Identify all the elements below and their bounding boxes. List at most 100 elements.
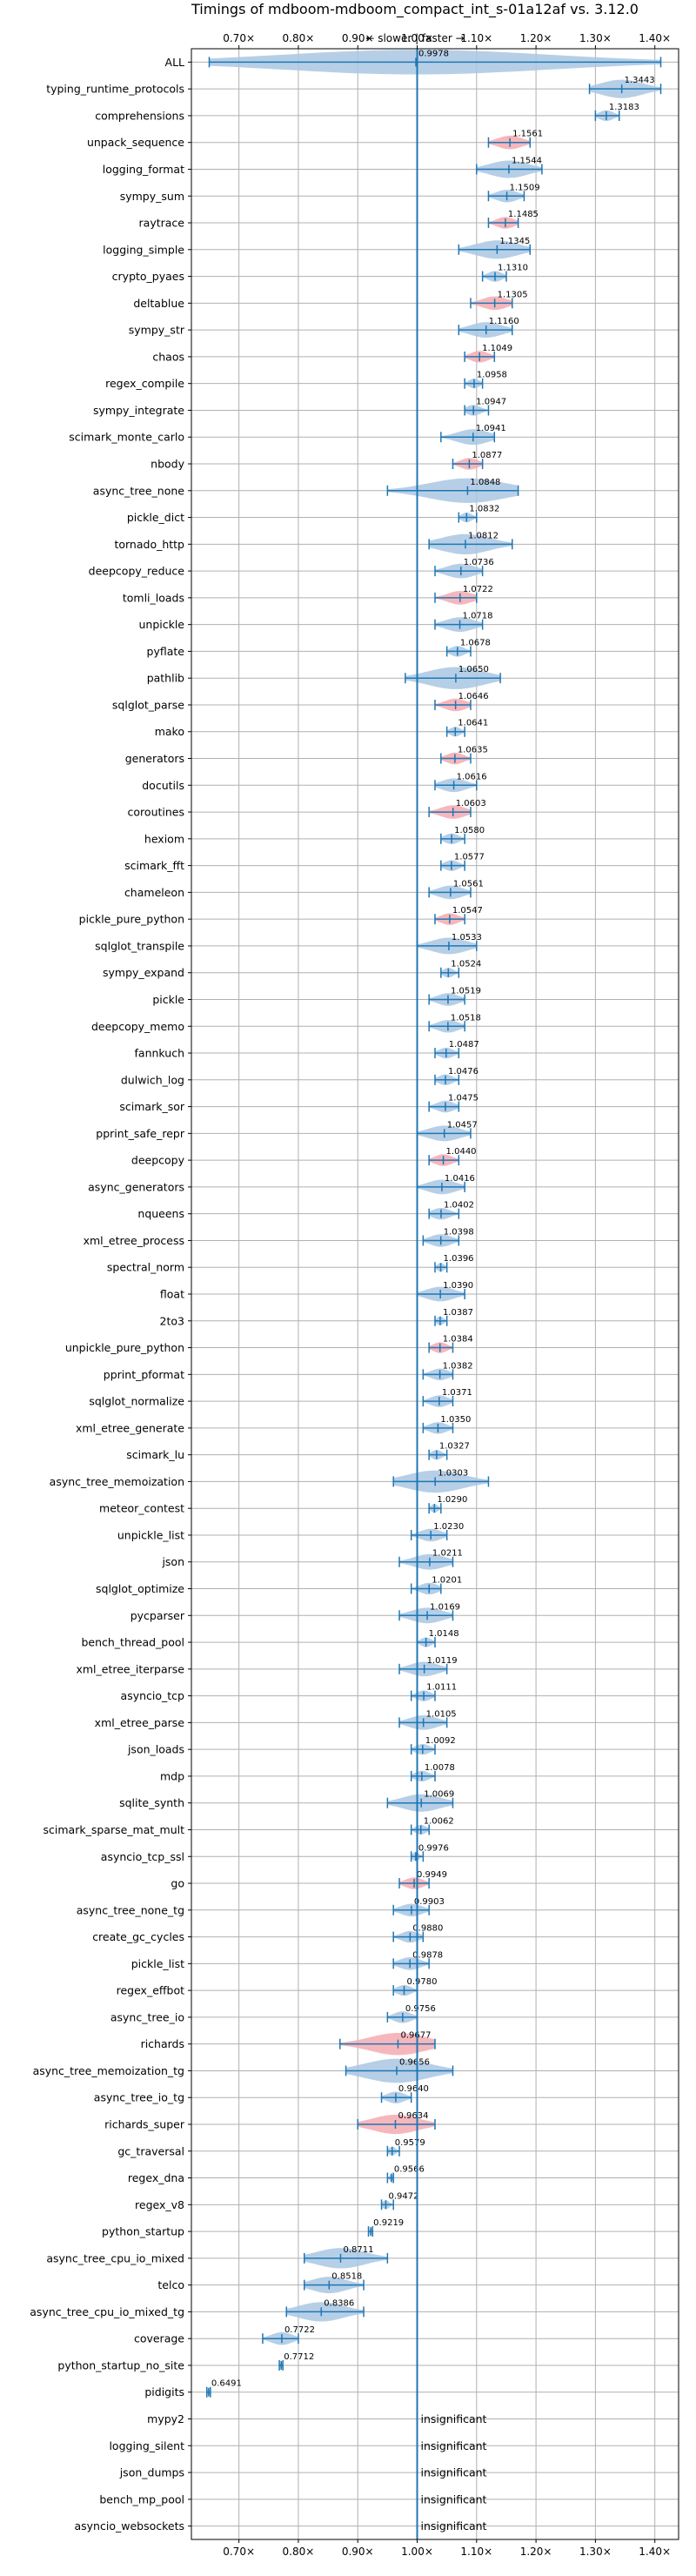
category-label: tornado_http — [114, 538, 184, 551]
x-tick-label-top: 0.70× — [223, 32, 255, 44]
value-label: 1.0812 — [468, 531, 499, 540]
category-label: asyncio_tcp — [121, 1689, 185, 1702]
value-label: 1.0092 — [425, 1736, 456, 1746]
value-label: 0.8711 — [343, 2245, 373, 2255]
value-label: 1.0327 — [439, 1442, 470, 1452]
x-tick-label-bottom: 0.80× — [283, 2546, 315, 2558]
value-label: 1.0290 — [437, 1495, 467, 1505]
category-label: async_tree_io_tg — [94, 2091, 184, 2104]
value-label: 0.7712 — [284, 2352, 314, 2362]
category-label: pprint_pformat — [104, 1368, 184, 1381]
category-label: scimark_lu — [126, 1448, 184, 1461]
value-label: 1.0641 — [458, 719, 488, 728]
category-label: logging_silent — [109, 2439, 184, 2452]
category-label: unpickle_pure_python — [65, 1341, 184, 1354]
value-label: 1.0111 — [426, 1683, 457, 1693]
value-label: 1.0350 — [440, 1415, 471, 1425]
value-label: 1.0941 — [476, 424, 506, 433]
value-label: 1.3183 — [609, 103, 639, 112]
category-label: chaos — [152, 350, 184, 363]
value-label: 0.9677 — [400, 2031, 431, 2041]
category-label: raytrace — [139, 217, 185, 230]
category-label: sympy_str — [129, 324, 185, 337]
category-label: pidigits — [144, 2385, 184, 2398]
category-label: comprehensions — [95, 109, 184, 122]
category-label: logging_format — [103, 163, 184, 176]
category-label: float — [160, 1288, 184, 1301]
category-label: scimark_fft — [124, 859, 184, 872]
value-label: 0.9656 — [399, 2057, 430, 2067]
category-label: pprint_safe_repr — [96, 1127, 185, 1140]
value-label: 0.8386 — [324, 2298, 354, 2308]
category-label: async_tree_memoization — [50, 1475, 184, 1488]
plot-frame — [191, 48, 679, 2540]
value-label: 1.1345 — [499, 237, 530, 246]
x-tick-label-bottom: 0.70× — [223, 2546, 255, 2558]
value-label: 1.0105 — [426, 1709, 457, 1719]
category-label: ALL — [165, 56, 185, 69]
category-label: nbody — [151, 458, 184, 471]
value-label: 1.0396 — [444, 1254, 474, 1264]
category-label: unpickle — [138, 618, 184, 631]
value-label: 1.0518 — [451, 1013, 481, 1023]
category-label: async_tree_memoization_tg — [33, 2064, 184, 2077]
value-label: 0.9634 — [398, 2111, 429, 2121]
value-label: 1.1485 — [508, 210, 539, 219]
value-label: 0.7722 — [284, 2325, 315, 2335]
category-label: scimark_monte_carlo — [69, 431, 184, 444]
value-label: 1.0718 — [463, 612, 493, 621]
value-label: 1.0635 — [458, 746, 488, 755]
insignificant-label: insignificant — [421, 2466, 487, 2479]
category-label: meteor_contest — [99, 1502, 184, 1515]
x-tick-label-top: 1.40× — [639, 32, 671, 44]
category-label: json — [161, 1555, 184, 1568]
value-label: 1.0371 — [442, 1388, 472, 1398]
category-label: xml_etree_generate — [76, 1421, 184, 1434]
category-label: async_tree_cpu_io_mixed — [46, 2251, 184, 2264]
value-label: 1.0603 — [456, 799, 486, 808]
value-label: 0.9566 — [394, 2165, 425, 2175]
category-label: create_gc_cycles — [92, 1930, 184, 1943]
category-label: richards_super — [104, 2118, 185, 2131]
category-label: async_generators — [88, 1180, 184, 1193]
value-label: 1.0877 — [472, 451, 502, 460]
category-label: sympy_expand — [103, 966, 184, 979]
value-label: 1.0487 — [449, 1040, 479, 1050]
category-label: telco — [157, 2278, 184, 2291]
value-label: 1.0440 — [446, 1147, 477, 1157]
category-label: deltablue — [133, 297, 184, 310]
category-label: logging_simple — [103, 243, 184, 256]
value-label: 1.1561 — [512, 130, 543, 139]
value-label: 0.9976 — [418, 1843, 449, 1853]
value-label: 1.0561 — [453, 879, 484, 889]
x-tick-label-bottom: 1.40× — [639, 2546, 671, 2558]
x-tick-label-top: 1.00× — [401, 32, 433, 44]
category-label: generators — [125, 752, 184, 765]
value-label: 1.0062 — [424, 1816, 454, 1826]
category-label: crypto_pyaes — [112, 270, 184, 283]
value-label: 1.0947 — [476, 397, 506, 406]
insignificant-label: insignificant — [421, 2439, 487, 2452]
value-label: 1.1544 — [512, 156, 542, 165]
category-label: async_tree_cpu_io_mixed_tg — [30, 2305, 184, 2318]
value-label: 1.0646 — [458, 692, 489, 701]
category-label: 2to3 — [160, 1314, 184, 1327]
value-label: 1.0476 — [448, 1067, 478, 1077]
x-tick-label-bottom: 1.00× — [401, 2546, 433, 2558]
category-label: regex_compile — [105, 377, 184, 390]
x-tick-label-top: 1.20× — [520, 32, 552, 44]
value-label: 1.1310 — [498, 264, 528, 273]
category-label: pickle_dict — [127, 511, 184, 524]
category-label: pycparser — [130, 1609, 185, 1622]
value-label: 0.8518 — [331, 2272, 362, 2282]
category-label: spectral_norm — [107, 1261, 184, 1274]
x-tick-label-bottom: 1.10× — [460, 2546, 492, 2558]
value-label: 0.9949 — [417, 1870, 447, 1880]
category-label: bench_mp_pool — [99, 2492, 184, 2506]
value-label: 1.0119 — [427, 1656, 458, 1666]
value-label: 1.0398 — [444, 1227, 474, 1237]
insignificant-label: insignificant — [421, 2412, 487, 2425]
category-label: regex_v8 — [135, 2198, 184, 2211]
category-label: scimark_sparse_mat_mult — [44, 1823, 185, 1836]
value-label: 0.9903 — [414, 1897, 445, 1907]
